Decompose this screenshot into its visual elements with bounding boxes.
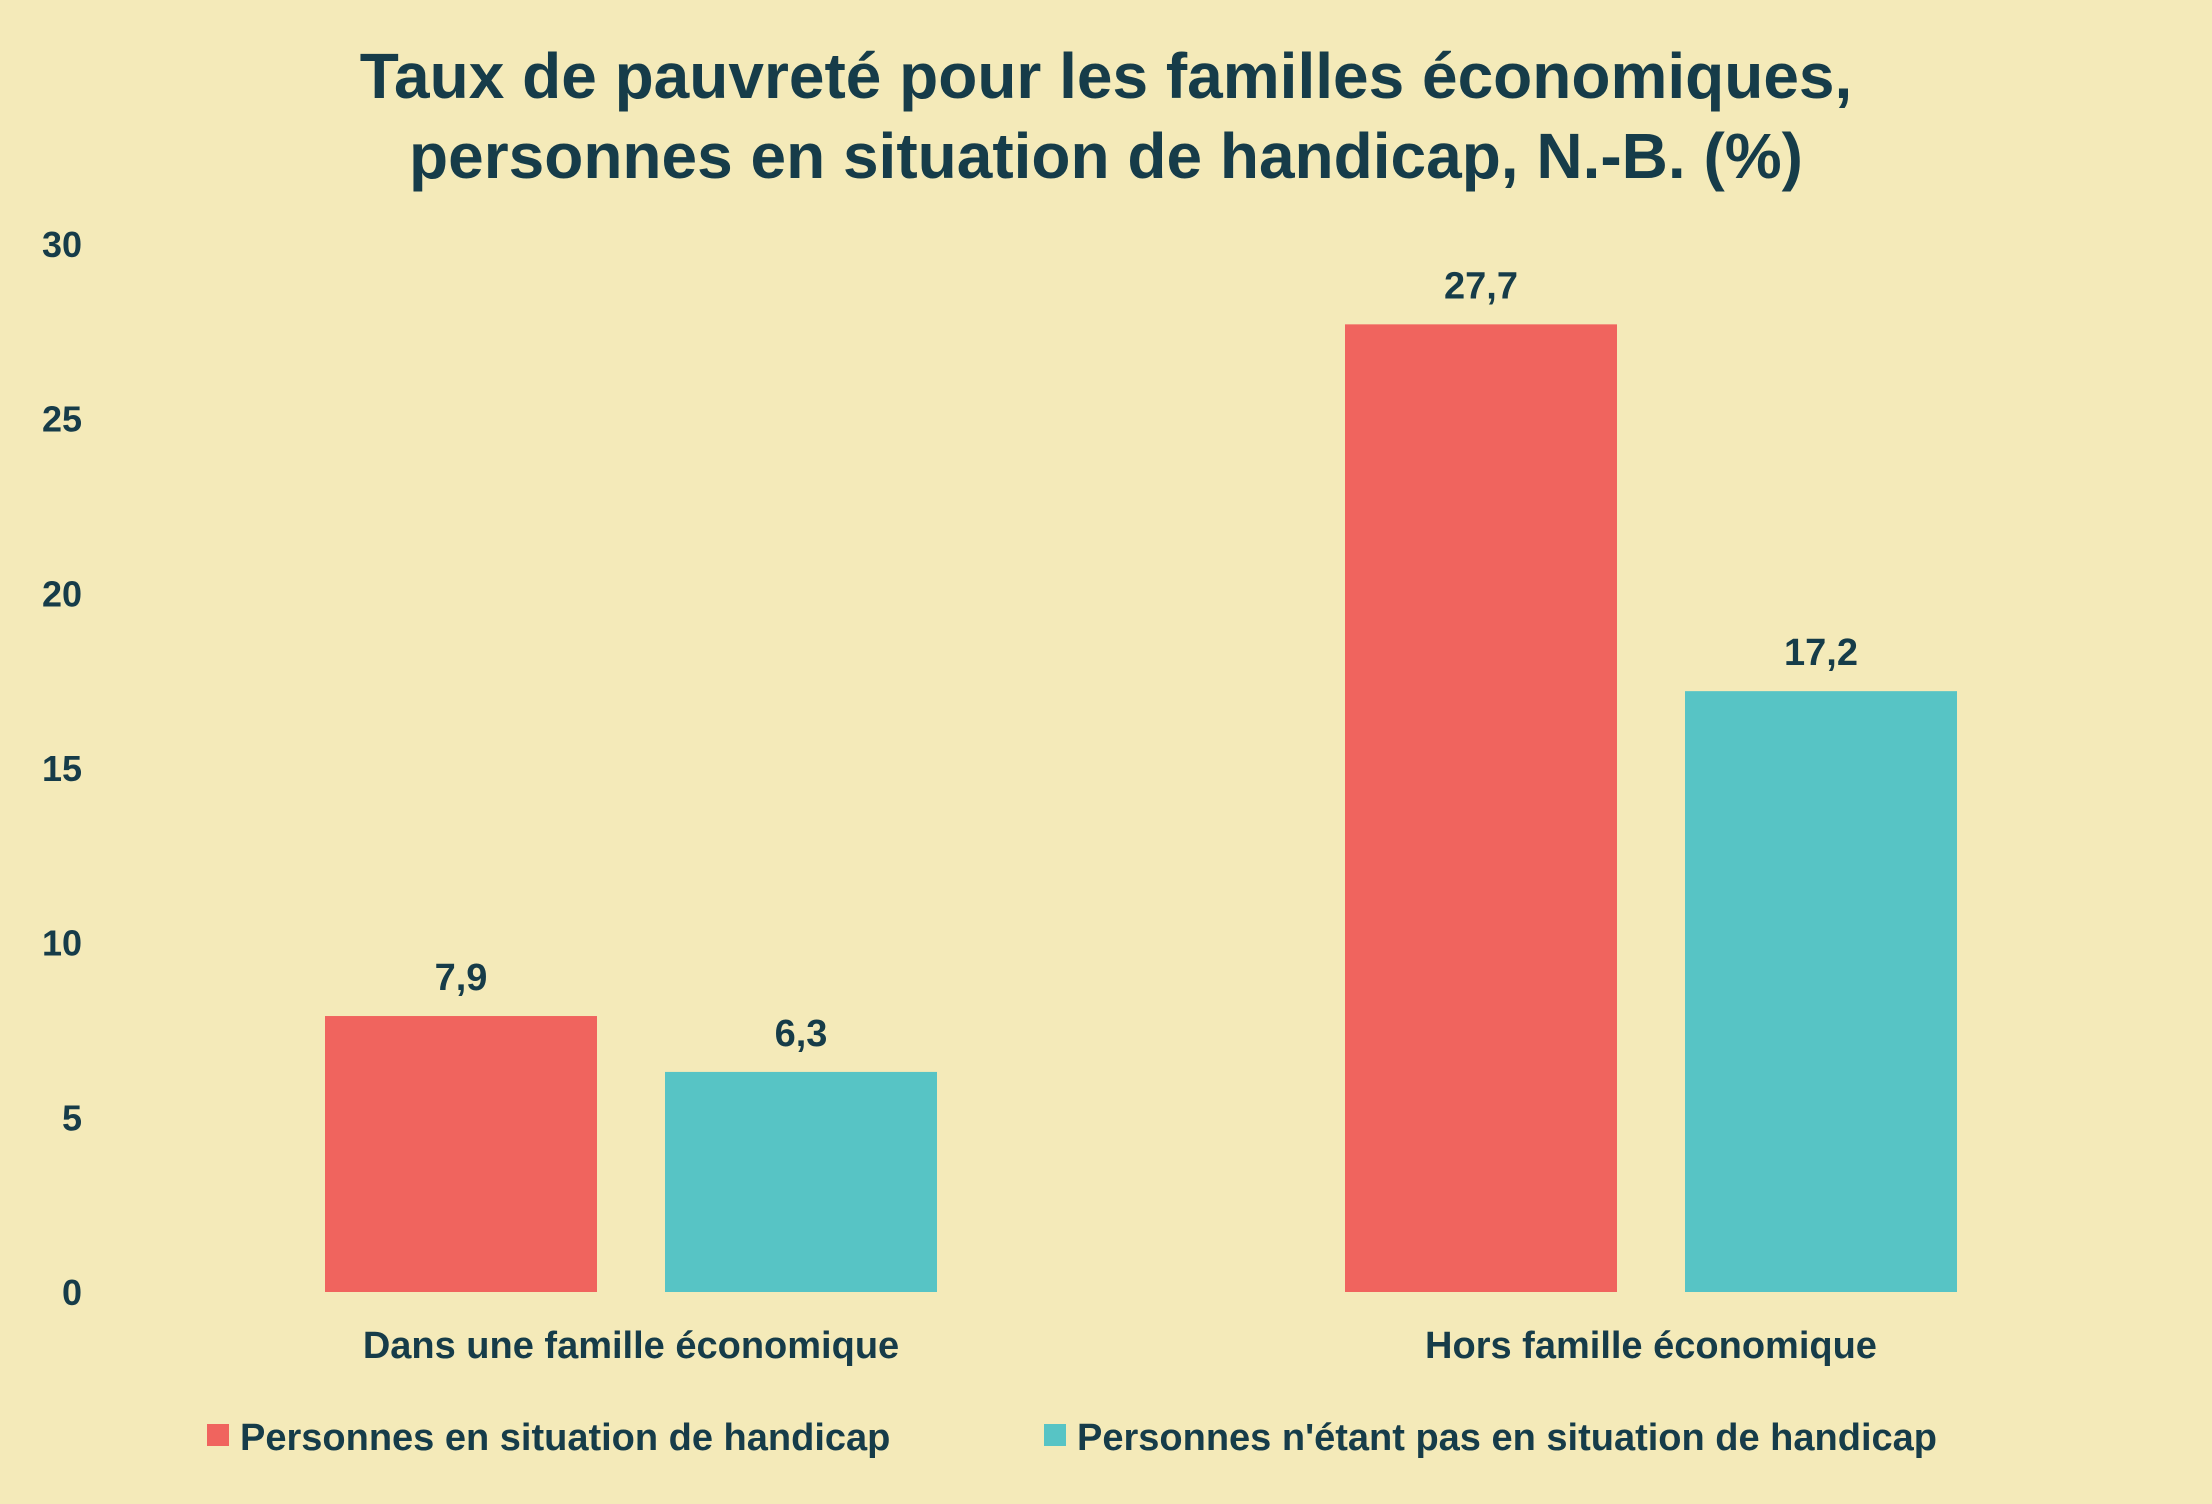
legend-swatch-disability	[207, 1424, 229, 1446]
legend: Personnes en situation de handicap Perso…	[207, 1417, 1937, 1459]
bar-0-1	[665, 1071, 937, 1292]
data-labels-group: 7,9 6,3 27,7 17,2	[435, 265, 1858, 1055]
bar-0-0	[325, 1016, 597, 1292]
legend-label-no-disability: Personnes n'étant pas en situation de ha…	[1077, 1417, 1937, 1459]
y-tick-label: 15	[42, 748, 82, 789]
category-label-1: Hors famille économique	[1425, 1325, 1877, 1367]
y-tick-label: 30	[42, 224, 82, 265]
y-tick-label: 5	[62, 1097, 82, 1138]
x-axis: Dans une famille économique Hors famille …	[363, 1325, 1877, 1367]
y-tick-label: 10	[42, 923, 82, 964]
bar-1-1	[1685, 691, 1957, 1292]
y-tick-label: 25	[42, 399, 82, 440]
category-label-0: Dans une famille économique	[363, 1325, 899, 1367]
legend-label-disability: Personnes en situation de handicap	[240, 1417, 890, 1459]
data-label-1-0: 27,7	[1444, 265, 1518, 307]
chart-title-line-1: Taux de pauvreté pour les familles écono…	[360, 40, 1853, 112]
data-label-1-1: 17,2	[1784, 632, 1858, 674]
chart-title-line-2: personnes en situation de handicap, N.-B…	[409, 120, 1803, 192]
y-tick-label: 20	[42, 573, 82, 614]
legend-swatch-no-disability	[1044, 1424, 1066, 1446]
y-tick-label: 0	[62, 1272, 82, 1313]
data-label-0-1: 6,3	[775, 1013, 828, 1055]
bars-group	[325, 324, 1957, 1292]
data-label-0-0: 7,9	[435, 957, 488, 999]
y-axis: 0 5 10 15 20 25 30	[42, 224, 82, 1313]
bar-1-0	[1345, 324, 1617, 1292]
